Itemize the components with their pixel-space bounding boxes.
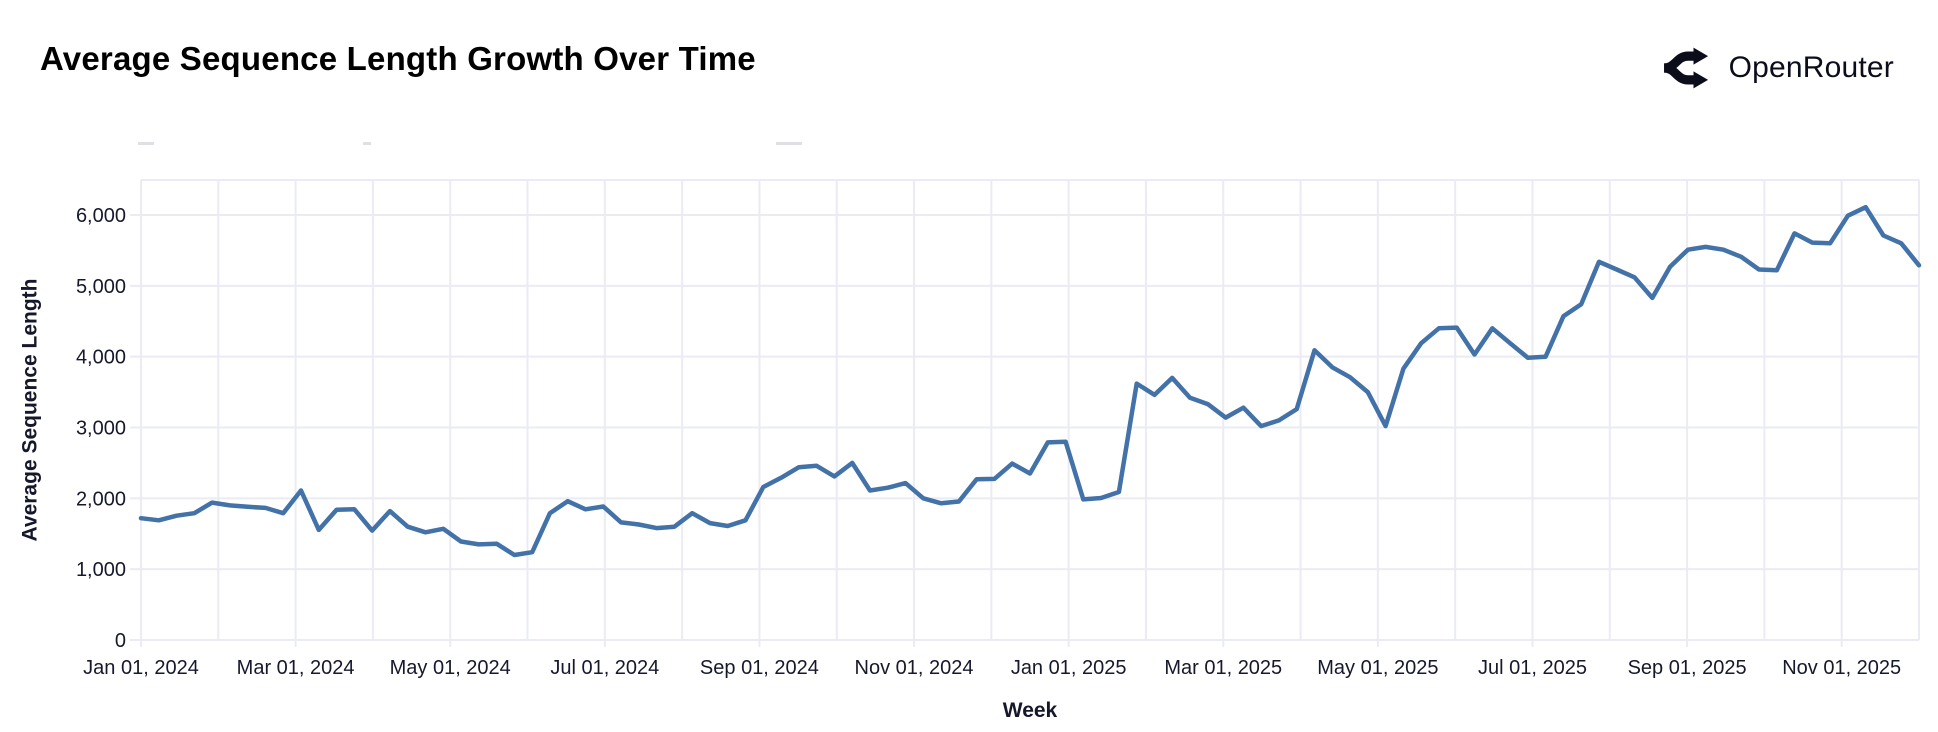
legend-remnant	[363, 142, 371, 145]
y-tick-labels: 0 1,000 2,000 3,000 4,000 5,000 6,000	[76, 205, 126, 652]
x-tick-labels: Jan 01, 2024 Mar 01, 2024 May 01, 2024 Jul …	[83, 657, 1901, 679]
openrouter-logo-icon	[1663, 47, 1708, 89]
y-tick-label: 0	[115, 630, 126, 652]
y-tick-label: 3,000	[76, 418, 126, 440]
y-tick-label: 4,000	[76, 347, 126, 369]
x-tick-label: Jul 01, 2025	[1478, 657, 1587, 679]
x-tick-label: Sep 01, 2025	[1628, 657, 1747, 679]
x-tick-label: Nov 01, 2024	[855, 657, 974, 679]
x-tick-label: Jan 01, 2025	[1011, 657, 1127, 679]
axis-ticks	[130, 214, 1843, 647]
gridlines	[140, 179, 1920, 641]
x-tick-label: Jul 01, 2024	[550, 657, 659, 679]
legend-remnant	[138, 142, 154, 145]
page-title: Average Sequence Length Growth Over Time	[40, 40, 756, 77]
y-tick-label: 5,000	[76, 276, 126, 298]
x-tick-label: May 01, 2024	[390, 657, 511, 679]
x-tick-label: Nov 01, 2025	[1782, 657, 1901, 679]
x-tick-label: Mar 01, 2024	[237, 657, 355, 679]
x-axis-title: Week	[1002, 699, 1058, 722]
x-tick-label: Sep 01, 2024	[700, 657, 819, 679]
series-line	[138, 204, 1922, 558]
brand-name: OpenRouter	[1728, 51, 1894, 84]
x-tick-label: May 01, 2025	[1317, 657, 1438, 679]
y-tick-label: 2,000	[76, 488, 126, 510]
brand: OpenRouter	[1661, 42, 1894, 94]
legend-remnant	[776, 142, 802, 145]
x-tick-label: Jan 01, 2024	[83, 657, 199, 679]
y-tick-label: 1,000	[76, 559, 126, 581]
y-axis-title: Average Sequence Length	[18, 278, 42, 542]
y-tick-label: 6,000	[76, 205, 126, 227]
x-tick-label: Mar 01, 2025	[1164, 657, 1282, 679]
